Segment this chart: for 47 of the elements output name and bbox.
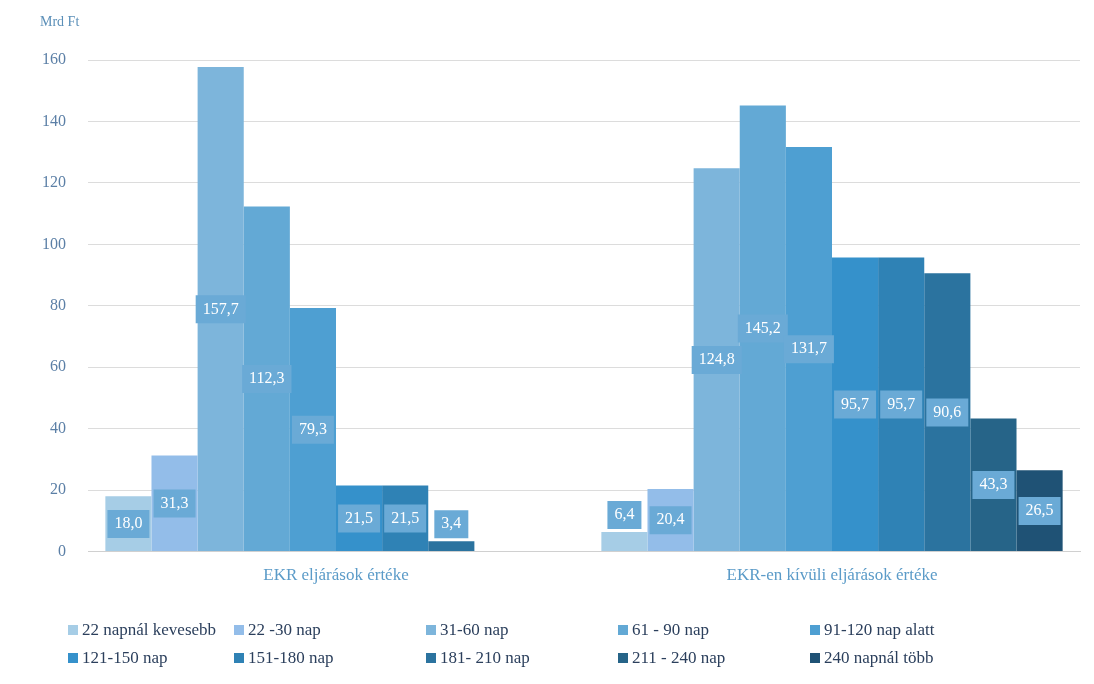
legend-label: 211 - 240 nap [632, 648, 726, 668]
data-label: 145,2 [744, 318, 781, 336]
legend-label: 22 -30 nap [248, 620, 321, 640]
y-tick-label: 160 [42, 50, 66, 68]
data-label: 3,4 [441, 514, 462, 532]
data-label: 95,7 [841, 394, 870, 412]
legend-label: 91-120 nap alatt [824, 620, 935, 640]
bar [924, 273, 971, 552]
bar [693, 168, 740, 552]
y-tick-label: 100 [42, 234, 66, 252]
data-label: 90,6 [933, 402, 962, 420]
data-label: 6,4 [614, 505, 635, 523]
legend-label: 240 napnál több [824, 648, 934, 668]
y-axis-title: Mrd Ft [40, 14, 80, 30]
bar [832, 257, 879, 552]
y-tick-label: 0 [58, 541, 66, 559]
bar [878, 257, 925, 552]
legend-label: 151-180 nap [248, 648, 334, 668]
data-label: 79,3 [298, 419, 327, 437]
legend-label: 181- 210 nap [440, 648, 530, 668]
data-label: 26,5 [1025, 501, 1054, 519]
data-label: 21,5 [391, 508, 420, 526]
bar [197, 67, 244, 552]
data-label: 31,3 [160, 493, 189, 511]
data-label: 157,7 [202, 299, 239, 317]
data-label: 131,7 [790, 339, 827, 357]
x-tick-label: EKR eljárások értéke [263, 565, 409, 585]
data-label: 20,4 [656, 510, 685, 528]
data-label: 95,7 [887, 394, 916, 412]
y-tick-label: 120 [42, 173, 66, 191]
legend-label: 22 napnál kevesebb [82, 620, 217, 640]
bar [785, 146, 832, 552]
y-tick-label: 20 [50, 480, 66, 498]
legend-label: 31-60 nap [440, 620, 509, 640]
data-label: 43,3 [979, 475, 1008, 493]
data-label: 18,0 [114, 514, 143, 532]
legend-label: 121-150 nap [82, 648, 168, 668]
y-tick-label: 80 [50, 296, 66, 313]
y-tick-label: 40 [50, 418, 66, 436]
data-label: 112,3 [249, 369, 285, 387]
y-tick-label: 60 [50, 357, 66, 375]
legend-label: 61 - 90 nap [632, 620, 709, 640]
data-label: 21,5 [345, 508, 374, 526]
x-tick-label: EKR-en kívüli eljárások értéke [726, 565, 938, 585]
data-label: 124,8 [698, 350, 735, 368]
y-tick-label: 140 [42, 111, 66, 129]
bar [289, 307, 336, 552]
